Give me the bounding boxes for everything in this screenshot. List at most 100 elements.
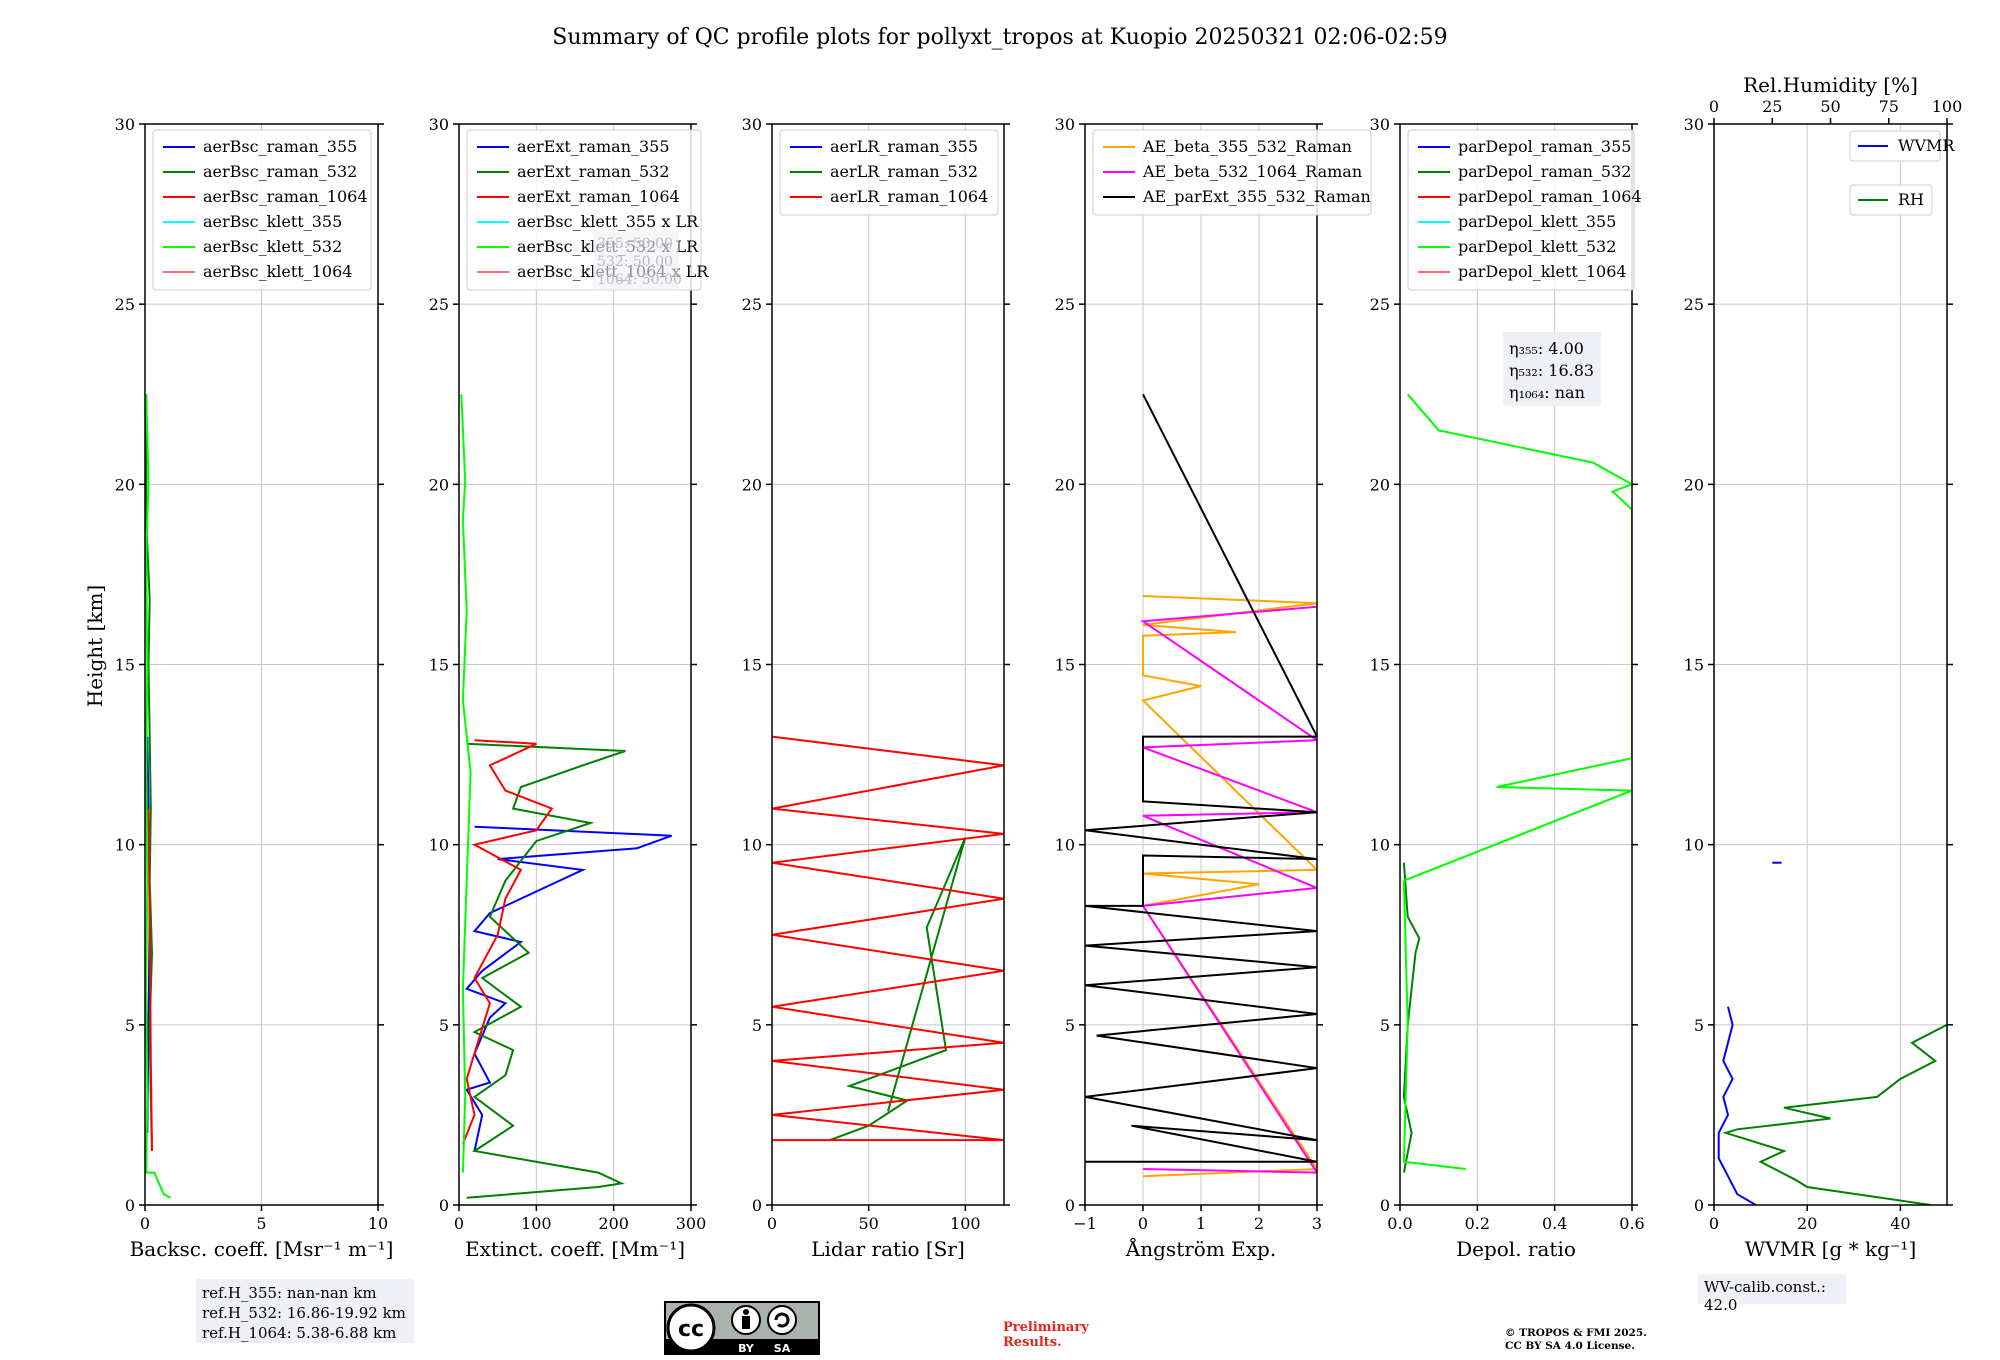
y-tick-label: 5 xyxy=(125,1016,135,1035)
eta-info-line: η₅₃₂: 16.83 xyxy=(1509,361,1594,380)
y-tick-label: 30 xyxy=(429,115,449,134)
top-x-tick-label: 50 xyxy=(1820,97,1840,116)
panel-backscatter: 0 5 10 15 20 25 30 0 5 10 Backsc. coeff. [Msr⁻¹ m⁻… xyxy=(115,115,394,1261)
series-RH xyxy=(1722,1023,1947,1205)
preliminary-line-2: Results. xyxy=(1003,1335,1062,1350)
y-tick-label: 30 xyxy=(742,115,762,134)
y-tick-label: 20 xyxy=(115,475,135,494)
x-tick-label: 0 xyxy=(767,1214,777,1233)
x-axis-label: WVMR [g * kg⁻¹] xyxy=(1745,1237,1917,1261)
y-tick-label: 25 xyxy=(115,295,135,314)
series-AE_beta_532_1064_Raman xyxy=(1140,605,1317,1174)
legend-label: parDepol_raman_355 xyxy=(1458,137,1631,156)
legend-label: parDepol_klett_355 xyxy=(1458,212,1616,231)
preliminary-note: Preliminary Results. xyxy=(1003,1320,1089,1350)
lr-info-line: 1064: 50.00 xyxy=(597,272,682,288)
legend-label: parDepol_klett_532 xyxy=(1458,237,1616,256)
legend-label: aerBsc_klett_1064 xyxy=(203,262,352,281)
cc-logo-icon xyxy=(666,1303,716,1353)
x-axis-label: Lidar ratio [Sr] xyxy=(811,1237,965,1261)
legend-box xyxy=(1092,129,1372,216)
eta-info-line: η₁₀₆₄: nan xyxy=(1509,383,1585,402)
y-tick-label: 20 xyxy=(1055,475,1075,494)
x-tick-label: 10 xyxy=(368,1214,388,1233)
y-tick-label: 20 xyxy=(1684,475,1704,494)
y-tick-label: 20 xyxy=(742,475,762,494)
legend-box xyxy=(1849,184,1933,216)
legend-label: aerLR_raman_355 xyxy=(830,137,978,156)
cc-logo-text: cc xyxy=(678,1317,704,1342)
y-tick-label: 10 xyxy=(742,836,762,855)
y-tick-label: 0 xyxy=(1065,1196,1075,1215)
lr-info-bg xyxy=(593,232,679,290)
figure-title: Summary of QC profile plots for pollyxt_… xyxy=(552,25,1447,50)
y-tick-label: 0 xyxy=(1694,1196,1704,1215)
legend-label: aerBsc_raman_532 xyxy=(203,162,357,181)
preliminary-line-1: Preliminary xyxy=(1003,1320,1089,1335)
legend-label: aerExt_raman_1064 xyxy=(517,187,680,206)
legend-label: aerBsc_klett_355 xyxy=(203,212,342,231)
lr-info-line: 532: 50.00 xyxy=(597,254,673,270)
y-tick-label: 20 xyxy=(1370,475,1390,494)
x-tick-label: 0 xyxy=(1138,1214,1148,1233)
legend-box xyxy=(779,129,999,216)
lr-info-box: 355: 50.00 532: 50.00 1064: 50.00 xyxy=(593,232,682,290)
ref-h-1064: ref.H_1064: 5.38-6.88 km xyxy=(202,1324,397,1342)
x-tick-label: 0.2 xyxy=(1465,1214,1490,1233)
legend-label: RH xyxy=(1898,190,1924,209)
x-tick-label: 0 xyxy=(454,1214,464,1233)
sa-arrow xyxy=(774,1312,790,1328)
x-axis-label: Backsc. coeff. [Msr⁻¹ m⁻¹] xyxy=(130,1237,394,1261)
legend: AE_beta_355_532_Raman AE_beta_532_1064_Ra… xyxy=(1092,129,1372,216)
y-axis-label: Height [km] xyxy=(83,585,107,707)
legend-label: aerBsc_raman_1064 xyxy=(203,187,368,206)
x-tick-label: 20 xyxy=(1797,1214,1817,1233)
legend: parDepol_raman_355 parDepol_raman_532 parD… xyxy=(1407,129,1642,291)
copyright-line-1: © TROPOS & FMI 2025. xyxy=(1505,1327,1647,1339)
ref-h-355: ref.H_355: nan-nan km xyxy=(202,1284,377,1302)
y-tick-label: 0 xyxy=(439,1196,449,1215)
panel-wvmr: 0 5 10 15 20 25 30 0 20 40 WVMR [g * kg⁻¹] 0 25 50 75 1… xyxy=(1684,73,1963,1261)
series-parDepol_raman_532 xyxy=(1402,862,1421,1173)
y-tick-label: 15 xyxy=(1370,656,1390,675)
x-tick-label: 40 xyxy=(1890,1214,1910,1233)
y-tick-label: 15 xyxy=(115,656,135,675)
x-tick-label: 200 xyxy=(598,1214,629,1233)
top-x-axis-label: Rel.Humidity [%] xyxy=(1743,73,1918,97)
series-aerBsc_raman_1064 xyxy=(147,808,153,1152)
y-tick-label: 10 xyxy=(1370,836,1390,855)
legend-label: aerBsc_klett_355 x LR xyxy=(517,212,699,231)
x-tick-label: 0 xyxy=(1709,1214,1719,1233)
series-aerBsc_klett_532 xyxy=(145,394,172,1199)
lr-info-line: 355: 50.00 xyxy=(597,236,673,252)
y-tick-label: 5 xyxy=(1065,1016,1075,1035)
eta-info-box: η₃₅₅: 4.00 η₅₃₂: 16.83 η₁₀₆₄: nan xyxy=(1503,332,1601,406)
y-tick-label: 15 xyxy=(742,656,762,675)
y-tick-label: 10 xyxy=(429,836,449,855)
by-person-head xyxy=(743,1309,749,1315)
y-tick-label: 30 xyxy=(1370,115,1390,134)
y-tick-label: 15 xyxy=(1055,656,1075,675)
y-tick-label: 25 xyxy=(742,295,762,314)
y-tick-label: 10 xyxy=(1684,836,1704,855)
series-AE_beta_355_532_Raman xyxy=(1141,595,1317,1178)
copyright-line-2: CC BY SA 4.0 License. xyxy=(1505,1340,1635,1352)
series-aerLR_raman_532 xyxy=(829,837,967,1142)
by-label: BY xyxy=(738,1342,755,1355)
y-tick-label: 5 xyxy=(439,1016,449,1035)
legend-label: parDepol_klett_1064 xyxy=(1458,262,1627,281)
y-tick-label: 0 xyxy=(752,1196,762,1215)
legend-box xyxy=(1849,130,1941,162)
x-axis-label: Depol. ratio xyxy=(1456,1237,1576,1261)
series-WVMR xyxy=(1717,1006,1757,1205)
y-tick-label: 20 xyxy=(429,475,449,494)
y-tick-label: 5 xyxy=(752,1016,762,1035)
by-person-body xyxy=(742,1316,750,1329)
eta-info-bg xyxy=(1503,332,1601,406)
x-tick-label: 0.0 xyxy=(1387,1214,1412,1233)
top-x-tick-label: 25 xyxy=(1762,97,1782,116)
legend-label: aerBsc_raman_355 xyxy=(203,137,357,156)
y-tick-label: 30 xyxy=(1055,115,1075,134)
